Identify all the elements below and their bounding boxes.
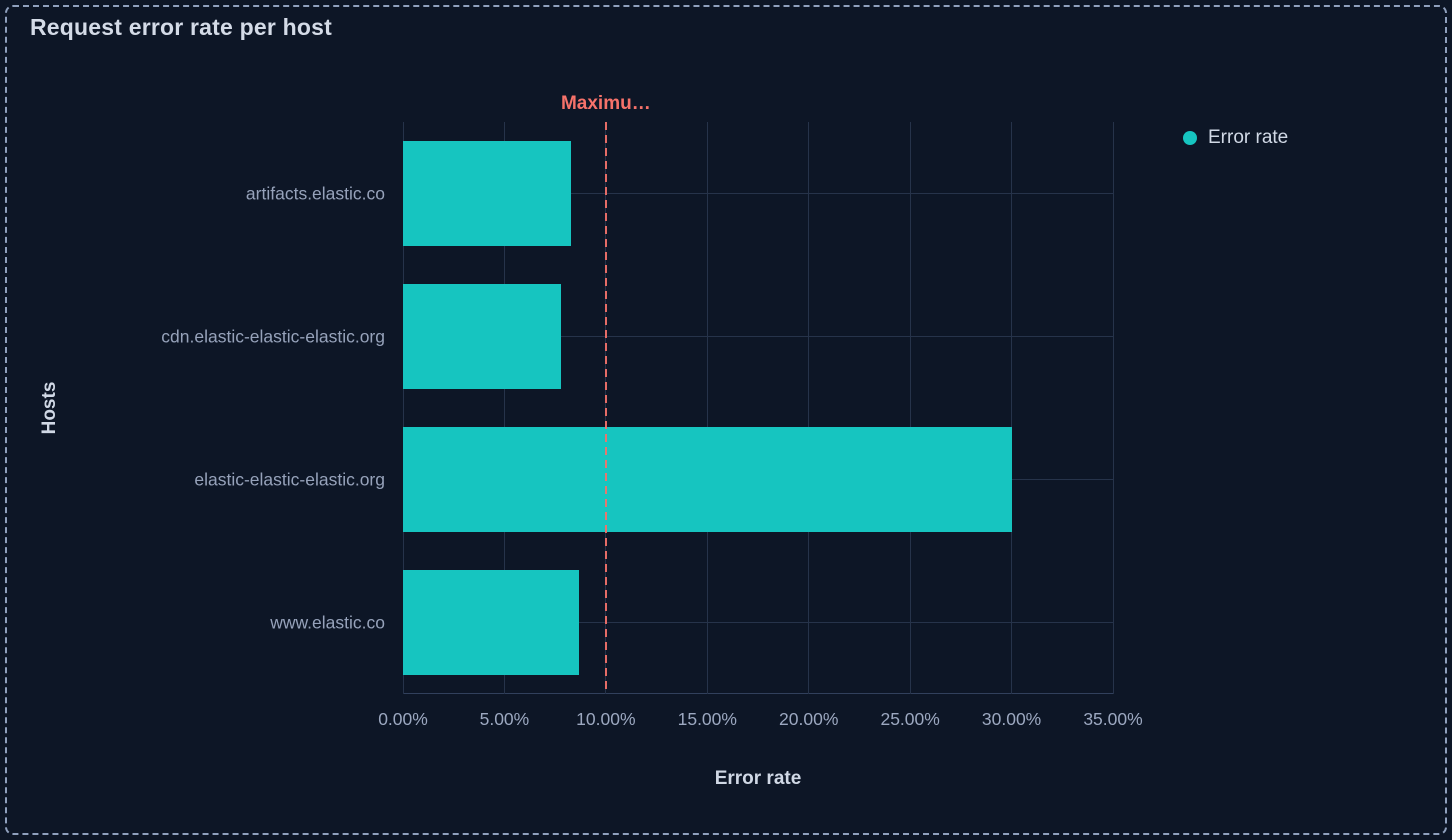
- gridline-vertical: [503, 122, 505, 694]
- x-axis-title: Error rate: [714, 768, 802, 789]
- y-axis-label: artifacts.elastic.co: [245, 183, 385, 203]
- y-axis-labels: artifacts.elastic.co cdn.elastic-elastic-…: [0, 122, 385, 694]
- x-axis-tick-label: 25.00%: [880, 709, 940, 729]
- gridline-vertical: [1011, 122, 1013, 694]
- x-axis-tick-label: 20.00%: [779, 709, 839, 729]
- x-axis-line: [403, 693, 1113, 694]
- gridline-horizontal: [403, 193, 1113, 194]
- gridline-vertical: [1112, 122, 1114, 694]
- gridline-vertical: [808, 122, 810, 694]
- gridline-vertical: [706, 122, 708, 694]
- y-axis-label: cdn.elastic-elastic-elastic.org: [161, 326, 385, 346]
- panel-title: Request error rate per host: [30, 14, 332, 40]
- y-axis-label: elastic-elastic-elastic.org: [194, 469, 385, 489]
- reference-line-label: Maximu…: [560, 93, 651, 114]
- x-axis-tick-label: 10.00%: [576, 709, 636, 729]
- bar-cdn.elastic-elastic-elastic.org[interactable]: [403, 284, 562, 389]
- reference-line: [604, 122, 607, 694]
- x-axis-tick-label: 15.00%: [677, 709, 737, 729]
- y-axis-label: www.elastic.co: [270, 612, 385, 632]
- x-axis-tick-label: 0.00%: [378, 709, 428, 729]
- bar-elastic-elastic-elastic.org[interactable]: [403, 427, 1012, 532]
- legend-item-error-rate[interactable]: Error rate: [1183, 124, 1288, 152]
- legend-series-dot-icon: [1183, 131, 1197, 145]
- gridline-horizontal: [403, 336, 1113, 337]
- plot-area: [402, 122, 1114, 694]
- bar-www.elastic.co[interactable]: [403, 570, 580, 675]
- gridline-vertical: [402, 122, 404, 694]
- x-axis-tick-label: 30.00%: [981, 709, 1042, 729]
- gridline-vertical: [909, 122, 911, 694]
- legend-item-label[interactable]: Error rate: [1208, 127, 1289, 148]
- bar-artifacts.elastic.co[interactable]: [403, 141, 572, 246]
- x-axis-tick-label: 5.00%: [479, 709, 530, 729]
- x-axis-tick-label: 35.00%: [1083, 709, 1143, 729]
- gridline-horizontal: [403, 622, 1113, 623]
